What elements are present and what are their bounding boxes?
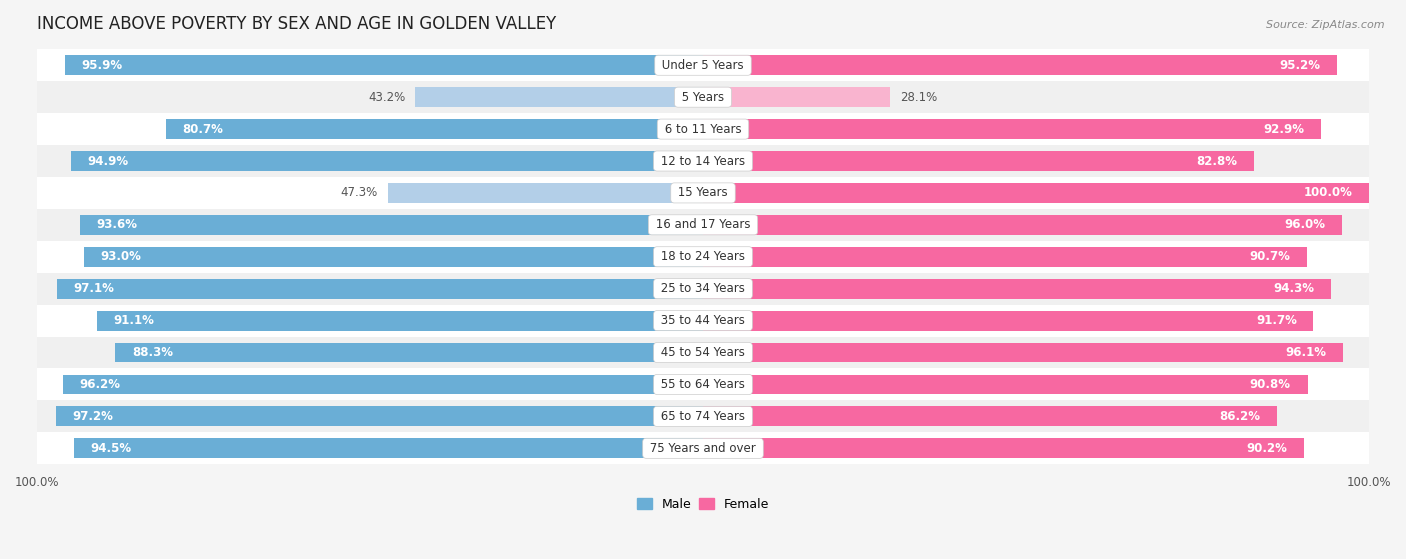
Text: INCOME ABOVE POVERTY BY SEX AND AGE IN GOLDEN VALLEY: INCOME ABOVE POVERTY BY SEX AND AGE IN G… <box>37 15 557 33</box>
Bar <box>37 273 1369 305</box>
Text: 96.2%: 96.2% <box>79 378 120 391</box>
Text: 96.0%: 96.0% <box>1285 219 1326 231</box>
Text: 88.3%: 88.3% <box>132 346 173 359</box>
Text: 90.8%: 90.8% <box>1250 378 1291 391</box>
Bar <box>703 343 1343 362</box>
Bar <box>80 215 703 235</box>
Text: 47.3%: 47.3% <box>340 186 378 200</box>
Bar <box>703 183 1369 203</box>
Text: 35 to 44 Years: 35 to 44 Years <box>657 314 749 327</box>
Bar <box>703 438 1303 458</box>
Legend: Male, Female: Male, Female <box>631 492 775 516</box>
Bar <box>37 337 1369 368</box>
Text: 65 to 74 Years: 65 to 74 Years <box>657 410 749 423</box>
Text: 97.1%: 97.1% <box>73 282 114 295</box>
Text: 80.7%: 80.7% <box>183 122 224 136</box>
Text: 45 to 54 Years: 45 to 54 Years <box>657 346 749 359</box>
Text: 95.9%: 95.9% <box>82 59 122 72</box>
Text: 100.0%: 100.0% <box>1303 186 1353 200</box>
Text: 16 and 17 Years: 16 and 17 Years <box>652 219 754 231</box>
Text: 18 to 24 Years: 18 to 24 Years <box>657 250 749 263</box>
Text: 94.3%: 94.3% <box>1274 282 1315 295</box>
Text: 55 to 64 Years: 55 to 64 Years <box>657 378 749 391</box>
Bar <box>703 311 1313 330</box>
Text: 90.7%: 90.7% <box>1250 250 1291 263</box>
Bar <box>115 343 703 362</box>
Text: 12 to 14 Years: 12 to 14 Years <box>657 154 749 168</box>
Bar <box>703 279 1331 299</box>
Text: 25 to 34 Years: 25 to 34 Years <box>657 282 749 295</box>
Bar <box>65 55 703 75</box>
Text: 90.2%: 90.2% <box>1246 442 1286 455</box>
Bar <box>84 247 703 267</box>
Bar <box>37 432 1369 465</box>
Bar <box>37 49 1369 81</box>
Text: 91.1%: 91.1% <box>112 314 155 327</box>
Bar <box>37 241 1369 273</box>
Bar <box>72 151 703 171</box>
Text: 91.7%: 91.7% <box>1256 314 1296 327</box>
Bar <box>62 375 703 394</box>
Bar <box>415 87 703 107</box>
Bar <box>75 438 703 458</box>
Bar <box>703 375 1308 394</box>
Text: 15 Years: 15 Years <box>675 186 731 200</box>
Bar <box>37 145 1369 177</box>
Text: Under 5 Years: Under 5 Years <box>658 59 748 72</box>
Bar <box>97 311 703 330</box>
Text: 5 Years: 5 Years <box>678 91 728 103</box>
Bar <box>703 247 1306 267</box>
Text: 94.9%: 94.9% <box>87 154 129 168</box>
Text: 95.2%: 95.2% <box>1279 59 1320 72</box>
Text: 92.9%: 92.9% <box>1264 122 1305 136</box>
Text: 94.5%: 94.5% <box>90 442 132 455</box>
Bar <box>703 215 1343 235</box>
Text: 93.0%: 93.0% <box>100 250 142 263</box>
Bar <box>37 113 1369 145</box>
Bar <box>703 55 1337 75</box>
Bar <box>37 209 1369 241</box>
Bar <box>703 406 1277 427</box>
Text: 86.2%: 86.2% <box>1219 410 1260 423</box>
Text: 43.2%: 43.2% <box>368 91 405 103</box>
Text: 28.1%: 28.1% <box>900 91 938 103</box>
Bar <box>703 119 1322 139</box>
Text: Source: ZipAtlas.com: Source: ZipAtlas.com <box>1267 20 1385 30</box>
Bar <box>56 279 703 299</box>
Bar <box>37 81 1369 113</box>
Bar <box>703 87 890 107</box>
Bar <box>37 400 1369 432</box>
Bar <box>388 183 703 203</box>
Text: 75 Years and over: 75 Years and over <box>647 442 759 455</box>
Text: 93.6%: 93.6% <box>97 219 138 231</box>
Text: 96.1%: 96.1% <box>1285 346 1326 359</box>
Text: 82.8%: 82.8% <box>1197 154 1237 168</box>
Bar <box>166 119 703 139</box>
Text: 6 to 11 Years: 6 to 11 Years <box>661 122 745 136</box>
Bar <box>37 368 1369 400</box>
Text: 97.2%: 97.2% <box>73 410 114 423</box>
Bar <box>703 151 1254 171</box>
Bar <box>56 406 703 427</box>
Bar <box>37 305 1369 337</box>
Bar <box>37 177 1369 209</box>
